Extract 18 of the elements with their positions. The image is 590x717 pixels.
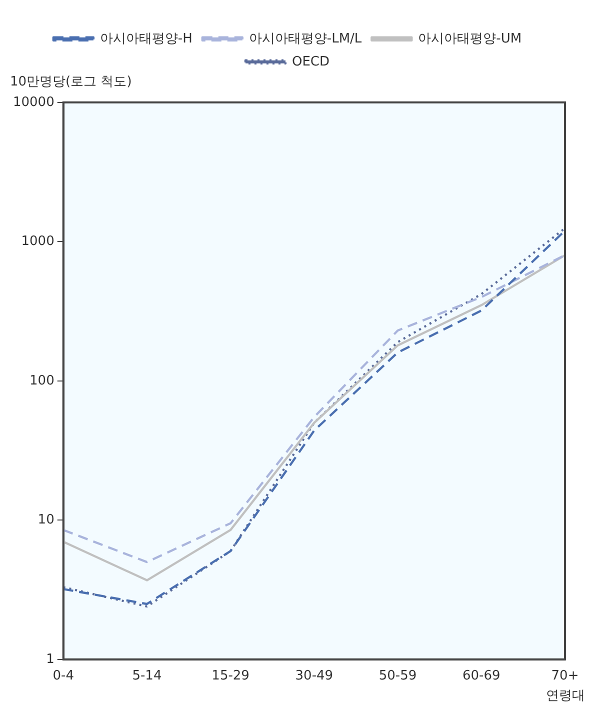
legend-label: 아시아태평양-UM: [418, 31, 522, 46]
y-tick-label: 1000: [21, 234, 54, 250]
y-tick-label: 10: [38, 512, 54, 528]
y-tick-label: 10000: [12, 94, 54, 110]
y-tick-label: 1: [46, 652, 54, 667]
x-axis-title: 연령대: [546, 688, 585, 704]
x-tick-label: 30-49: [295, 668, 334, 684]
x-tick-label: 60-69: [462, 668, 500, 684]
x-tick-label: 5-14: [132, 668, 162, 684]
legend-label: 아시아태평양-H: [100, 31, 192, 46]
y-axis-title: 10만명당(로그 척도): [10, 74, 132, 90]
x-tick-label: 70+: [551, 668, 579, 684]
x-tick-label: 50-59: [378, 668, 417, 684]
x-tick-label: 0-4: [52, 668, 74, 684]
legend-label: OECD: [292, 54, 330, 70]
y-tick-label: 100: [30, 373, 54, 388]
x-tick-label: 15-29: [212, 668, 250, 684]
legend-label: 아시아태평양-LM/L: [248, 31, 362, 46]
